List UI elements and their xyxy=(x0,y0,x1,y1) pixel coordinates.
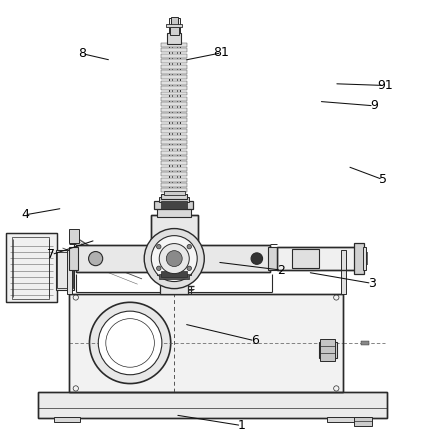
Bar xyxy=(160,201,187,209)
Bar xyxy=(161,124,187,128)
Bar xyxy=(6,233,57,302)
Bar xyxy=(163,191,185,194)
Bar xyxy=(76,245,270,272)
Circle shape xyxy=(156,245,161,249)
Bar xyxy=(169,18,179,197)
Text: 7: 7 xyxy=(47,248,55,261)
Bar xyxy=(157,271,190,276)
Bar xyxy=(320,339,335,361)
Bar xyxy=(54,417,80,423)
Bar xyxy=(151,215,198,272)
Bar xyxy=(161,97,187,101)
Bar xyxy=(161,178,187,182)
Bar xyxy=(56,250,74,290)
Circle shape xyxy=(187,266,191,271)
Bar xyxy=(161,113,187,117)
Bar xyxy=(161,75,187,79)
Bar xyxy=(161,135,187,139)
Bar xyxy=(38,392,387,418)
Bar xyxy=(161,102,187,106)
Bar xyxy=(166,24,182,27)
Bar xyxy=(69,229,79,243)
Circle shape xyxy=(89,302,171,384)
Bar xyxy=(159,197,189,202)
Text: 9: 9 xyxy=(370,99,378,112)
Circle shape xyxy=(89,252,103,266)
Bar xyxy=(161,183,187,187)
Bar xyxy=(154,201,193,209)
Text: 8: 8 xyxy=(78,47,86,60)
Bar xyxy=(292,249,319,268)
Bar xyxy=(76,245,270,272)
Bar xyxy=(6,233,57,302)
Bar xyxy=(363,247,366,270)
Bar xyxy=(268,247,277,270)
Bar xyxy=(161,194,187,199)
Bar xyxy=(161,162,187,165)
Bar xyxy=(69,247,78,270)
Circle shape xyxy=(98,311,162,375)
Bar xyxy=(159,275,189,279)
Bar xyxy=(161,151,187,155)
Bar xyxy=(161,129,187,133)
Bar xyxy=(161,140,187,144)
Bar xyxy=(69,294,343,392)
Text: 3: 3 xyxy=(368,277,376,290)
Bar xyxy=(161,70,187,74)
Text: 4: 4 xyxy=(21,208,29,222)
Circle shape xyxy=(187,245,191,249)
Circle shape xyxy=(166,251,182,267)
Bar xyxy=(341,250,346,294)
Text: 6: 6 xyxy=(251,334,259,347)
Circle shape xyxy=(159,244,189,274)
Bar xyxy=(171,17,178,27)
Text: 5: 5 xyxy=(379,173,387,186)
Bar xyxy=(57,253,73,288)
Bar xyxy=(161,43,187,47)
Text: 81: 81 xyxy=(214,47,229,59)
Bar xyxy=(161,65,187,69)
Circle shape xyxy=(151,236,197,282)
Circle shape xyxy=(144,229,204,289)
Bar xyxy=(161,145,187,149)
Text: 91: 91 xyxy=(377,79,393,92)
Bar xyxy=(277,247,356,270)
Bar xyxy=(67,250,72,294)
Bar xyxy=(12,237,49,299)
Bar xyxy=(161,167,187,171)
Bar xyxy=(161,81,187,85)
Bar xyxy=(327,417,363,423)
Bar xyxy=(354,417,372,426)
Bar xyxy=(161,48,187,52)
Bar xyxy=(159,270,188,294)
Bar xyxy=(38,392,387,418)
Bar xyxy=(161,156,187,160)
Bar xyxy=(161,54,187,58)
Bar xyxy=(161,86,187,90)
Circle shape xyxy=(251,253,263,264)
Circle shape xyxy=(156,266,161,271)
Bar xyxy=(319,342,337,358)
Bar xyxy=(69,294,343,392)
Bar xyxy=(151,215,198,272)
Bar xyxy=(160,272,187,277)
Bar xyxy=(354,243,364,275)
Text: 2: 2 xyxy=(277,264,285,276)
Bar xyxy=(161,108,187,112)
Bar xyxy=(157,208,190,217)
Bar xyxy=(161,92,187,96)
Bar xyxy=(167,33,181,44)
Bar xyxy=(161,172,187,176)
Bar xyxy=(161,118,187,122)
Bar xyxy=(161,59,187,63)
Text: 1: 1 xyxy=(237,419,245,432)
Bar xyxy=(161,188,187,192)
Bar xyxy=(361,341,369,345)
Bar xyxy=(170,26,179,35)
Bar xyxy=(277,247,356,270)
